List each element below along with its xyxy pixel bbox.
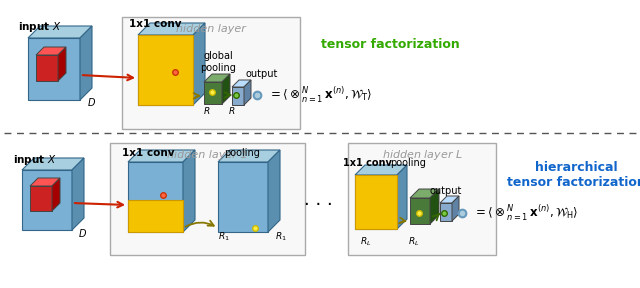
Polygon shape	[410, 198, 430, 224]
Polygon shape	[430, 189, 439, 224]
Polygon shape	[183, 150, 195, 232]
Text: $= \langle \otimes_{n=1}^{N}\, \mathbf{x}^{(n)}, \mathcal{W}_{\mathrm{H}} \rangl: $= \langle \otimes_{n=1}^{N}\, \mathbf{x…	[473, 203, 579, 223]
Polygon shape	[58, 47, 66, 81]
Text: 1x1 conv: 1x1 conv	[129, 19, 181, 29]
Text: $= \langle \otimes_{n=1}^{N}\, \mathbf{x}^{(n)}, \mathcal{W}_{\mathrm{T}} \rangl: $= \langle \otimes_{n=1}^{N}\, \mathbf{x…	[268, 85, 372, 105]
Text: $R$: $R$	[204, 105, 211, 115]
Polygon shape	[128, 150, 195, 162]
Polygon shape	[218, 150, 280, 162]
Text: 1x1 conv: 1x1 conv	[342, 158, 392, 168]
Polygon shape	[232, 80, 251, 87]
FancyBboxPatch shape	[110, 143, 305, 255]
Polygon shape	[397, 165, 407, 229]
Polygon shape	[128, 162, 183, 232]
Polygon shape	[138, 35, 193, 105]
Polygon shape	[72, 158, 84, 230]
Text: output: output	[430, 186, 462, 196]
Text: output: output	[245, 69, 277, 79]
Polygon shape	[52, 178, 60, 211]
Polygon shape	[204, 82, 222, 104]
Polygon shape	[193, 23, 205, 105]
Polygon shape	[218, 162, 268, 232]
Polygon shape	[28, 26, 92, 38]
Text: $R$: $R$	[228, 105, 236, 115]
Text: hierarchical
tensor factorization: hierarchical tensor factorization	[507, 161, 640, 189]
Polygon shape	[222, 74, 230, 104]
Polygon shape	[232, 87, 244, 105]
Polygon shape	[355, 175, 397, 229]
Text: 1x1 conv: 1x1 conv	[122, 148, 174, 158]
Polygon shape	[355, 165, 407, 175]
FancyBboxPatch shape	[122, 17, 300, 129]
Polygon shape	[355, 175, 397, 229]
Polygon shape	[80, 26, 92, 100]
Text: $D$: $D$	[78, 227, 87, 239]
Polygon shape	[410, 189, 439, 198]
Text: $R_1$: $R_1$	[275, 231, 287, 243]
Text: pooling: pooling	[224, 148, 260, 158]
Text: . . .: . . .	[303, 191, 332, 209]
Polygon shape	[22, 170, 72, 230]
Text: input $X$: input $X$	[13, 153, 57, 167]
Polygon shape	[28, 38, 80, 100]
Text: tensor factorization: tensor factorization	[321, 39, 460, 52]
Polygon shape	[138, 23, 205, 35]
Text: $R_L$: $R_L$	[360, 236, 371, 248]
Polygon shape	[36, 55, 58, 81]
Text: $D$: $D$	[87, 96, 96, 108]
Polygon shape	[30, 186, 52, 211]
Text: hidden layer $L$: hidden layer $L$	[381, 148, 462, 162]
Text: input $X$: input $X$	[18, 20, 62, 34]
FancyBboxPatch shape	[348, 143, 496, 255]
Text: $R_L$: $R_L$	[408, 236, 419, 248]
Polygon shape	[440, 196, 459, 203]
Text: $R_1$: $R_1$	[218, 231, 230, 243]
Polygon shape	[36, 47, 66, 55]
Polygon shape	[268, 150, 280, 232]
Text: hidden layer: hidden layer	[176, 24, 246, 34]
Polygon shape	[138, 35, 193, 105]
Polygon shape	[128, 200, 183, 232]
Text: global
pooling: global pooling	[200, 51, 236, 73]
Text: pooling: pooling	[390, 158, 426, 168]
Polygon shape	[22, 158, 84, 170]
Polygon shape	[30, 178, 60, 186]
Polygon shape	[204, 74, 230, 82]
Polygon shape	[440, 203, 452, 221]
Polygon shape	[452, 196, 459, 221]
Text: hidden layer 1: hidden layer 1	[167, 150, 248, 160]
Polygon shape	[244, 80, 251, 105]
